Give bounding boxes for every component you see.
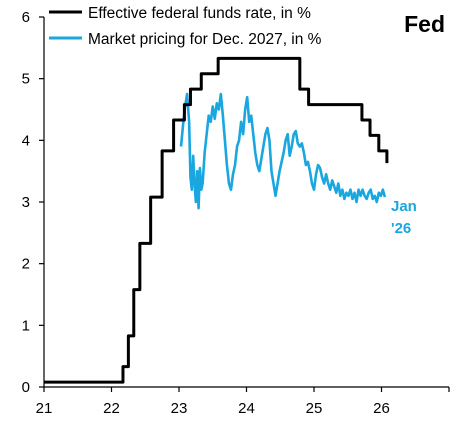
y-axis-ticks: 0 1 2 3 4 5 6 [22, 9, 44, 396]
legend-label-fed-funds: Effective federal funds rate, in % [88, 5, 311, 22]
legend: Effective federal funds rate, in % Marke… [49, 5, 322, 48]
legend-label-market-pricing: Market pricing for Dec. 2027, in % [88, 31, 322, 48]
x-tick-label: 26 [373, 400, 390, 417]
end-label-month: Jan [391, 198, 417, 215]
series-line-market-pricing [179, 92, 387, 210]
x-tick-label: 25 [306, 400, 323, 417]
y-tick-label: 5 [22, 71, 30, 88]
x-tick-label: 22 [103, 400, 120, 417]
y-tick-label: 3 [22, 194, 30, 211]
x-tick-label: 23 [171, 400, 188, 417]
end-label-year: '26 [391, 220, 411, 237]
chart-title: Fed [404, 11, 445, 37]
y-tick-label: 2 [22, 256, 30, 273]
y-tick-label: 1 [22, 317, 30, 334]
y-tick-label: 0 [22, 379, 30, 396]
x-tick-label: 21 [36, 400, 53, 417]
y-tick-label: 6 [22, 9, 30, 26]
x-tick-label: 24 [238, 400, 255, 417]
x-axis-ticks: 21 22 23 24 25 26 [36, 387, 450, 417]
series-layer [44, 56, 389, 384]
y-tick-label: 4 [22, 132, 30, 149]
series-line-fed-funds [44, 56, 389, 384]
